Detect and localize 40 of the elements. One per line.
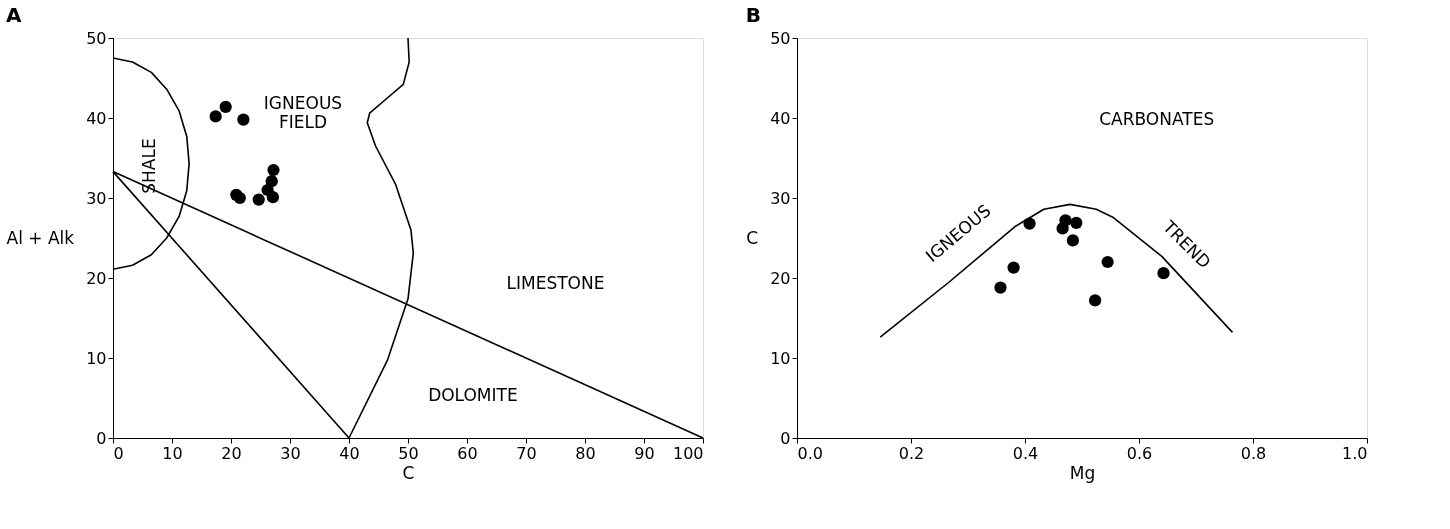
annotation: CARBONATES (1099, 109, 1215, 130)
y-tick-label: 20 (770, 268, 791, 288)
x-tick-label: 30 (280, 443, 301, 463)
y-tick-label: 0 (780, 428, 791, 448)
y-tick-label: 50 (770, 28, 791, 48)
x-tick-label: 90 (634, 443, 655, 463)
y-tick-label: 10 (86, 348, 107, 368)
chart-title: B (745, 3, 762, 27)
x-tick-label: 0.4 (1012, 443, 1039, 463)
chart-title: A (6, 3, 23, 27)
y-tick-label: 10 (770, 348, 791, 368)
x-tick-label: 0.2 (898, 443, 925, 463)
x-axis-title: Mg (1069, 462, 1096, 483)
x-tick-label: 40 (339, 443, 360, 463)
x-tick-label: 60 (457, 443, 478, 463)
x-tick-label: 80 (575, 443, 596, 463)
y-tick-label: 30 (770, 188, 791, 208)
y-tick-label: 40 (86, 108, 107, 128)
y-axis-title: Al + Alk (6, 227, 75, 248)
y-tick-label: 0 (96, 428, 107, 448)
x-tick-label: 50 (398, 443, 419, 463)
y-tick-label: 30 (86, 188, 107, 208)
x-tick-label: 70 (516, 443, 537, 463)
y-axis-title: C (746, 227, 759, 248)
x-tick-label: 0.6 (1126, 443, 1153, 463)
x-tick-label: 0.0 (797, 443, 823, 463)
x-tick-label: 20 (221, 443, 242, 463)
x-tick-label: 1.0 (1342, 443, 1368, 463)
annotation: SHALE (138, 138, 159, 194)
x-tick-label: 10 (162, 443, 183, 463)
x-tick-label: 0.8 (1240, 443, 1267, 463)
x-tick-label: 100 (672, 443, 704, 463)
annotation: IGNEOUS FIELD (263, 92, 343, 132)
y-tick-label: 20 (86, 268, 107, 288)
x-axis-title: C (402, 462, 415, 483)
x-tick-label: 0 (113, 443, 124, 463)
y-tick-label: 50 (86, 28, 107, 48)
y-tick-label: 40 (770, 108, 791, 128)
annotation: LIMESTONE (506, 272, 605, 293)
annotation: DOLOMITE (428, 385, 518, 406)
